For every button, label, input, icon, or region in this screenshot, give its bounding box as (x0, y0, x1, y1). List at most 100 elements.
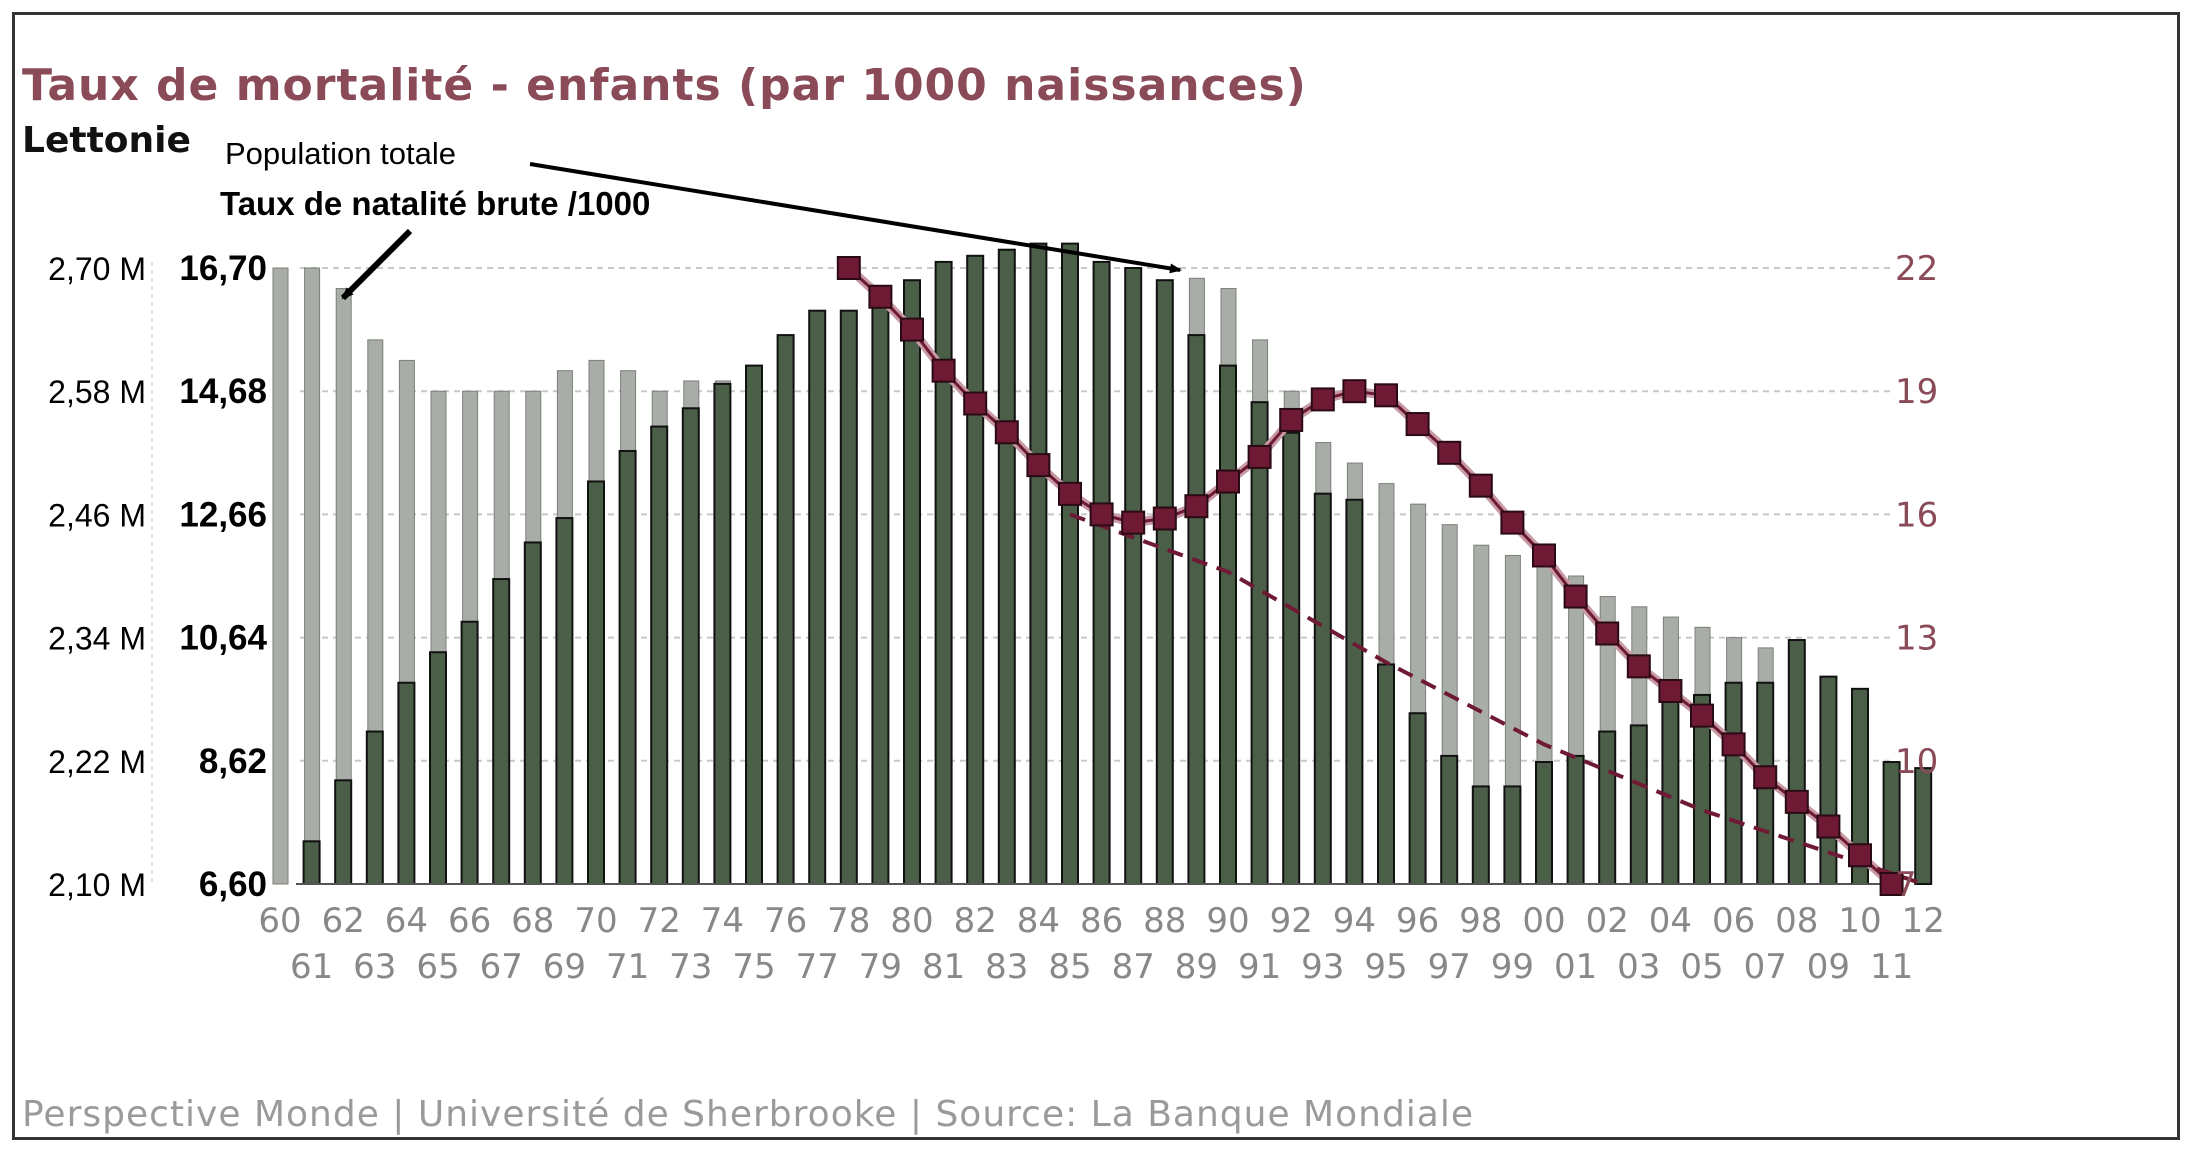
mortality-marker (1595, 621, 1620, 646)
x-tick-label: 90 (1206, 901, 1249, 941)
x-tick-label: 02 (1586, 901, 1629, 941)
bar-natalite (1155, 279, 1174, 886)
mortality-marker (1026, 453, 1051, 478)
mortality-marker (994, 420, 1019, 445)
mortality-marker (1310, 387, 1335, 412)
x-tick-label: 86 (1080, 901, 1123, 941)
bar-natalite (808, 309, 827, 885)
mortality-marker (1216, 469, 1240, 494)
x-tick-label: 81 (922, 947, 965, 987)
x-tick-label: 80 (890, 901, 933, 941)
mortality-marker (1721, 732, 1746, 757)
bar-natalite (429, 651, 447, 885)
x-tick-label: 94 (1333, 901, 1376, 941)
x-tick-label: 63 (353, 947, 396, 987)
x-tick-label: 84 (1017, 901, 1060, 941)
bar-natalite (460, 620, 479, 885)
bar-natalite (997, 248, 1016, 886)
mortality-marker (1152, 506, 1177, 531)
bar-natalite (334, 779, 353, 885)
bar-natalite (745, 364, 763, 885)
x-tick-label: 96 (1396, 901, 1439, 941)
bar-natalite (302, 840, 321, 886)
bar-natalite (934, 260, 953, 885)
x-tick-label: 07 (1744, 947, 1787, 987)
mortality-marker (1279, 407, 1304, 432)
y-tick-natalite: 12,66 (179, 495, 267, 534)
bar-natalite (1061, 242, 1079, 886)
x-tick-label: 03 (1617, 947, 1660, 987)
mortality-marker (1658, 678, 1683, 703)
x-tick-label: 70 (574, 901, 617, 941)
x-tick-label: 74 (701, 901, 744, 941)
mortality-line (847, 266, 1893, 886)
x-tick-label: 95 (1364, 947, 1407, 987)
bar-natalite (776, 334, 795, 885)
mortality-marker (1532, 543, 1556, 568)
mortality-marker (1468, 473, 1493, 498)
bar-natalite (966, 254, 985, 885)
mortality-marker (1089, 502, 1114, 527)
mortality-marker (1690, 703, 1714, 728)
x-tick-label: 71 (606, 947, 649, 987)
bar-natalite (1092, 260, 1111, 885)
x-tick-label: 78 (827, 901, 870, 941)
mortality-marker (1753, 765, 1778, 790)
mortality-marker (836, 256, 861, 280)
country-label: Lettonie (22, 120, 191, 161)
mortality-marker (1405, 412, 1430, 437)
x-tick-label: 75 (732, 947, 775, 987)
x-tick-label: 62 (322, 901, 365, 941)
axis-layer: 2,10 M 6,60 7 2,22 M 8,62 10 2,34 M 10,64 13 2,46… (48, 249, 1945, 987)
bar-natalite (650, 425, 669, 885)
x-tick-label: 85 (1048, 947, 1091, 987)
bar-natalite (1503, 785, 1522, 885)
x-tick-label: 97 (1428, 947, 1471, 987)
bar-natalite (1440, 754, 1459, 885)
y-tick-mortality: 19 (1895, 372, 1938, 412)
bar-natalite (492, 578, 511, 885)
mortality-marker (1626, 654, 1651, 679)
bar-natalite (1345, 498, 1364, 885)
source-footer: Perspective Monde | Université de Sherbr… (22, 1094, 1475, 1135)
bar-natalite (523, 541, 542, 885)
mortality-marker (1879, 872, 1904, 896)
y-tick-population: 2,58 M (48, 374, 146, 410)
x-tick-label: 12 (1902, 901, 1945, 941)
bar-natalite (587, 480, 605, 885)
y-tick-mortality: 10 (1895, 742, 1938, 782)
bar-natalite (1914, 767, 1933, 886)
x-tick-label: 08 (1775, 901, 1818, 941)
x-tick-label: 87 (1112, 947, 1155, 987)
bar-natalite (1377, 663, 1395, 886)
bar-natalite (713, 382, 732, 885)
x-tick-label: 89 (1175, 947, 1218, 987)
x-tick-label: 65 (416, 947, 459, 987)
y-tick-natalite: 6,60 (199, 865, 267, 904)
bar-natalite (681, 407, 700, 885)
mortality-marker (1058, 481, 1082, 506)
x-tick-label: 11 (1870, 947, 1913, 987)
x-tick-label: 01 (1554, 947, 1597, 987)
annotation-population: Population totale (225, 136, 456, 171)
bar-natalite (1598, 730, 1617, 886)
y-tick-natalite: 16,70 (179, 249, 267, 288)
y-tick-population: 2,10 M (48, 867, 146, 903)
x-tick-label: 79 (859, 947, 902, 987)
bar-population (304, 267, 321, 885)
y-tick-mortality: 16 (1895, 495, 1938, 535)
x-tick-label: 77 (796, 947, 839, 987)
x-tick-label: 99 (1491, 947, 1534, 987)
x-tick-label: 66 (448, 901, 491, 941)
x-tick-label: 10 (1838, 901, 1881, 941)
bar-natalite (618, 449, 637, 885)
mortality-marker (868, 284, 893, 309)
y-tick-mortality: 22 (1895, 249, 1938, 289)
y-tick-natalite: 8,62 (199, 742, 267, 781)
x-tick-label: 04 (1649, 901, 1692, 941)
y-tick-population: 2,46 M (48, 497, 146, 533)
x-tick-label: 09 (1807, 947, 1850, 987)
bar-natalite (871, 291, 890, 885)
chart-title: Taux de mortalité - enfants (par 1000 na… (22, 60, 1307, 111)
bar-natalite (1124, 267, 1143, 885)
